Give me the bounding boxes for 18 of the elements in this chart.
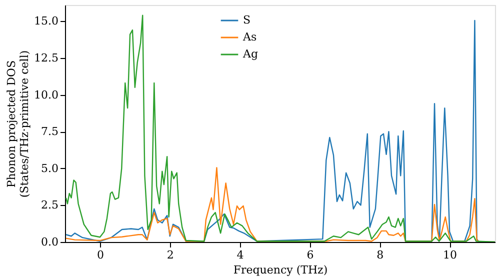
x-tick-label: 8 (376, 248, 384, 262)
y-tick-label: 0.0 (41, 236, 58, 248)
x-tick-label: 6 (306, 248, 314, 262)
y-tick-label: 15.0 (34, 14, 58, 28)
x-tick-label: 10 (443, 248, 458, 262)
y-tick-label: 2.5 (41, 198, 58, 212)
x-tick-label: 2 (166, 248, 174, 262)
legend-label: Ag (242, 48, 258, 60)
y-tick-label: 12.5 (34, 51, 58, 64)
x-tick-label: 0 (96, 248, 104, 262)
x-tick-label: 4 (236, 248, 244, 262)
y-tick-label: 10.0 (34, 88, 58, 102)
legend-label: As (242, 30, 257, 44)
x-axis-title: Frequency (THz) (233, 264, 328, 276)
y-axis-title: Phonon projected DOS (States/THz·primitive cell) (5, 50, 32, 198)
y-tick-label: 7.5 (41, 125, 58, 138)
legend-label: S (243, 14, 251, 26)
y-tick-label: 5.0 (41, 162, 58, 175)
